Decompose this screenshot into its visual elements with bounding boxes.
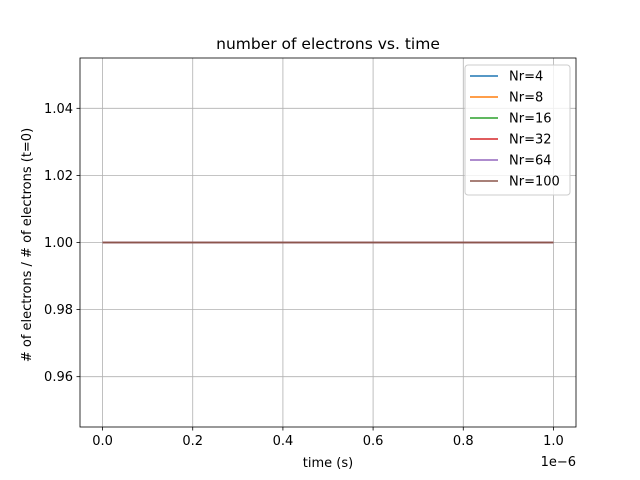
- x-tick-label: 0.8: [453, 434, 474, 449]
- y-tick-label: 1.00: [44, 236, 73, 251]
- legend-label: Nr=16: [509, 112, 552, 127]
- y-tick-label: 0.98: [44, 303, 73, 318]
- legend-label: Nr=4: [509, 70, 543, 85]
- x-tick-label: 0.6: [363, 434, 384, 449]
- x-tick-label: 0.4: [273, 434, 294, 449]
- x-axis-offset-text: 1e−6: [541, 455, 576, 470]
- ticks: 0.0 0.2 0.4 0.6 0.8 1.0 0.96 0.98 1.00 1.02 1.04: [44, 102, 564, 449]
- legend-label: Nr=8: [509, 91, 543, 106]
- legend-label: Nr=100: [509, 175, 560, 190]
- x-axis-label: time (s): [303, 456, 353, 471]
- legend-label: Nr=64: [509, 154, 552, 169]
- x-tick-label: 0.2: [182, 434, 203, 449]
- x-tick-label: 1.0: [543, 434, 564, 449]
- y-tick-label: 0.96: [44, 370, 73, 385]
- legend: Nr=4 Nr=8 Nr=16 Nr=32 Nr=64 Nr=100: [464, 64, 571, 196]
- y-axis-label: # of electrons / # of electrons (t=0): [20, 128, 35, 362]
- legend-label: Nr=32: [509, 133, 552, 148]
- y-tick-label: 1.04: [44, 102, 73, 117]
- y-tick-label: 1.02: [44, 169, 73, 184]
- x-tick-label: 0.0: [92, 434, 113, 449]
- chart-title: number of electrons vs. time: [216, 35, 440, 53]
